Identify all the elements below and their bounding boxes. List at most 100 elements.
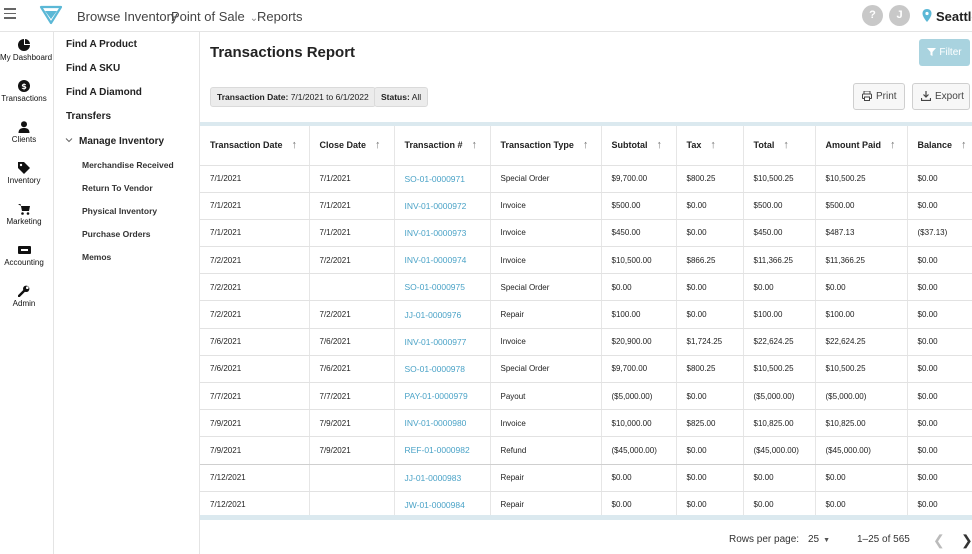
sort-arrow-icon[interactable]: ↑ <box>961 139 967 152</box>
rail-label-clients: Clients <box>11 135 37 144</box>
transaction-link[interactable]: JJ-01-0000983 <box>394 464 491 492</box>
menu-icon[interactable] <box>4 8 16 22</box>
nav-reports[interactable]: Reports <box>257 9 303 24</box>
rows-per-page-select[interactable]: 25 ▼ <box>808 534 830 545</box>
table-cell: $800.25 <box>676 355 744 384</box>
rail-item-dashboard[interactable]: My Dashboard <box>0 39 52 62</box>
table-row[interactable]: 7/6/2021 7/6/2021 INV-01-0000977 Invoice $20… <box>200 328 972 356</box>
rail-item-marketing[interactable]: Marketing <box>0 203 48 226</box>
table-cell: ($45,000.00) <box>815 436 908 465</box>
rail-item-transactions[interactable]: $ Transactions <box>0 80 48 103</box>
column-header[interactable]: Transaction Type ↑ <box>490 126 602 166</box>
help-button[interactable]: ? <box>862 5 883 26</box>
table-row[interactable]: 7/1/2021 7/1/2021 INV-01-0000972 Invoice $50… <box>200 192 972 220</box>
sort-arrow-icon[interactable]: ↑ <box>582 139 589 152</box>
table-cell: $20,900.00 <box>601 328 677 356</box>
subnav-physical-inventory[interactable]: Physical Inventory <box>82 206 158 216</box>
column-header[interactable]: Subtotal ↑ <box>601 126 677 166</box>
table-cell: $10,500.25 <box>815 355 908 384</box>
transaction-link[interactable]: SO-01-0000975 <box>394 273 491 302</box>
tag-icon <box>18 162 30 174</box>
column-header-label: Transaction Type <box>500 140 574 151</box>
column-header-label: Transaction Date <box>210 140 283 151</box>
transaction-link[interactable]: JJ-01-0000976 <box>394 300 491 329</box>
caret-down-icon: ▼ <box>823 537 831 544</box>
column-header[interactable]: Total ↑ <box>743 126 816 166</box>
subnav-transfers[interactable]: Transfers <box>66 111 112 122</box>
subnav-purchase-orders[interactable]: Purchase Orders <box>82 229 151 239</box>
table-header-row: Transaction Date ↑ Close Date ↑ Transaction … <box>200 126 972 166</box>
user-avatar[interactable]: J <box>889 5 910 26</box>
column-header[interactable]: Transaction # ↑ <box>394 126 491 166</box>
filter-button[interactable]: Filter <box>919 39 970 66</box>
subnav-manage-inventory[interactable]: Manage Inventory <box>79 136 165 147</box>
logo-icon[interactable] <box>39 4 63 26</box>
chip-transaction-date[interactable]: Transaction Date: 7/1/2021 to 6/1/2022 <box>210 87 376 107</box>
sort-arrow-icon[interactable]: ↑ <box>710 139 716 152</box>
transaction-link[interactable]: INV-01-0000980 <box>394 409 491 438</box>
rail-item-admin[interactable]: Admin <box>0 285 48 308</box>
table-cell: $866.25 <box>676 246 744 275</box>
transaction-link[interactable]: SO-01-0000971 <box>394 165 491 193</box>
transaction-link[interactable]: INV-01-0000974 <box>394 246 491 275</box>
previous-page-icon[interactable]: ❮ <box>933 532 945 548</box>
transaction-link[interactable]: PAY-01-0000979 <box>394 382 491 411</box>
table-cell: 7/2/2021 <box>309 246 395 275</box>
rail-item-inventory[interactable]: Inventory <box>0 162 48 185</box>
sort-arrow-icon[interactable]: ↑ <box>783 139 789 152</box>
table-row[interactable]: 7/2/2021 SO-01-0000975 Special Order $0.00 $… <box>200 273 972 302</box>
svg-text:$: $ <box>21 82 27 91</box>
table-row[interactable]: 7/12/2021 JW-01-0000984 Repair $0.00 $0.00 $0… <box>200 491 972 519</box>
subnav-return-to-vendor[interactable]: Return To Vendor <box>82 183 153 193</box>
nav-point-of-sale[interactable]: Point of Sale ⌄ <box>171 9 258 24</box>
table-top-divider <box>200 122 972 126</box>
location-selector[interactable]: Seattle <box>936 9 972 24</box>
table-cell: $10,000.00 <box>601 409 677 438</box>
transaction-link[interactable]: SO-01-0000978 <box>394 355 491 384</box>
table-row[interactable]: 7/6/2021 7/6/2021 SO-01-0000978 Special Ord… <box>200 355 972 384</box>
column-header[interactable]: Transaction Date ↑ <box>200 126 310 166</box>
table-cell: $0.00 <box>907 355 972 384</box>
nav-browse-inventory[interactable]: Browse Inventory <box>77 9 178 24</box>
sort-arrow-icon[interactable]: ↑ <box>656 139 663 152</box>
print-button[interactable]: Print <box>853 83 905 110</box>
filter-button-label: Filter <box>939 47 962 58</box>
transaction-link[interactable]: INV-01-0000972 <box>394 192 491 220</box>
column-header[interactable]: Tax ↑ <box>676 126 744 166</box>
table-row[interactable]: 7/1/2021 7/1/2021 INV-01-0000973 Invoice $45… <box>200 219 972 248</box>
column-header[interactable]: Balance ↑ <box>907 126 972 166</box>
table-cell: 7/12/2021 <box>200 464 310 492</box>
table-cell: 7/9/2021 <box>309 409 395 438</box>
column-header[interactable]: Close Date ↑ <box>309 126 395 166</box>
transaction-link[interactable]: JW-01-0000984 <box>394 491 491 519</box>
export-button[interactable]: Export <box>912 83 970 110</box>
rail-item-clients[interactable]: Clients <box>0 121 48 144</box>
table-row[interactable]: 7/9/2021 7/9/2021 INV-01-0000980 Invoice $10… <box>200 409 972 438</box>
chip-status[interactable]: Status: All <box>374 87 429 107</box>
table-row[interactable]: 7/9/2021 7/9/2021 REF-01-0000982 Refund ($45… <box>200 436 972 465</box>
sort-arrow-icon[interactable]: ↑ <box>471 139 478 152</box>
subnav-find-product[interactable]: Find A Product <box>66 39 137 50</box>
column-header[interactable]: Amount Paid ↑ <box>815 126 908 166</box>
table-row[interactable]: 7/12/2021 JJ-01-0000983 Repair $0.00 $0.00 $0… <box>200 464 972 492</box>
subnav-find-diamond[interactable]: Find A Diamond <box>66 87 142 98</box>
table-row[interactable]: 7/1/2021 7/1/2021 SO-01-0000971 Special Ord… <box>200 165 972 193</box>
table-row[interactable]: 7/7/2021 7/7/2021 PAY-01-0000979 Payout ($5,… <box>200 382 972 411</box>
sort-arrow-icon[interactable]: ↑ <box>375 139 381 152</box>
transaction-link[interactable]: INV-01-0000977 <box>394 328 491 356</box>
table-row[interactable]: 7/2/2021 7/2/2021 INV-01-0000974 Invoice $10… <box>200 246 972 275</box>
transaction-link[interactable]: REF-01-0000982 <box>394 436 491 465</box>
chip-value: 7/1/2021 to 6/1/2022 <box>290 92 369 102</box>
rail-item-accounting[interactable]: Accounting <box>0 244 48 267</box>
chevron-down-icon[interactable] <box>65 136 73 144</box>
subnav-find-sku[interactable]: Find A SKU <box>66 63 121 74</box>
next-page-icon[interactable]: ❯ <box>961 532 972 548</box>
table-row[interactable]: 7/2/2021 7/2/2021 JJ-01-0000976 Repair $100.… <box>200 300 972 329</box>
transaction-link[interactable]: INV-01-0000973 <box>394 219 491 248</box>
subnav-merchandise-received[interactable]: Merchandise Received <box>82 160 174 170</box>
table-cell: $450.00 <box>601 219 677 248</box>
subnav-memos[interactable]: Memos <box>82 252 112 262</box>
sort-arrow-icon[interactable]: ↑ <box>291 139 298 152</box>
sort-arrow-icon[interactable]: ↑ <box>890 139 896 152</box>
chip-key: Transaction Date: <box>217 92 289 102</box>
